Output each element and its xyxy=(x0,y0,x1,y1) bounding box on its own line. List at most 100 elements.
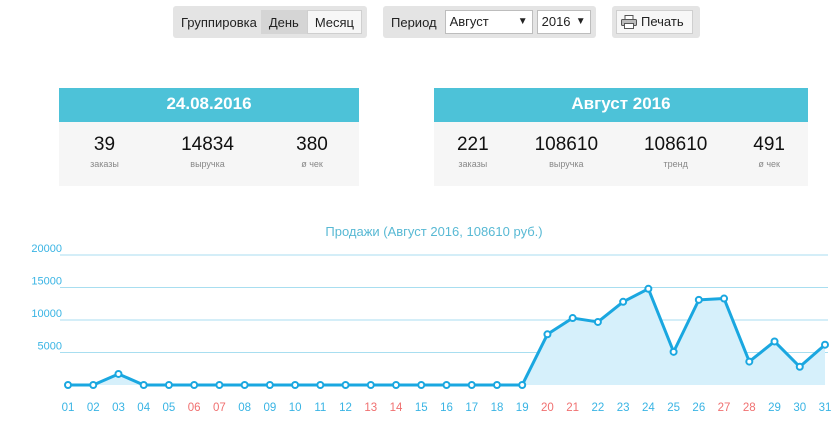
sales-area xyxy=(68,288,825,385)
month-select-value: Август xyxy=(449,14,489,29)
x-tick-label: 05 xyxy=(163,402,176,414)
stat-value: 221 xyxy=(456,134,489,155)
x-tick-label: 10 xyxy=(289,402,302,414)
data-point xyxy=(215,381,224,389)
year-select-value: 2016 xyxy=(541,14,571,29)
sales-chart: Продажи (Август 2016, 108610 руб.) 5000 1… xyxy=(31,224,832,414)
y-tick-label: 20000 xyxy=(31,243,62,255)
chevron-down-icon: ▼ xyxy=(575,16,586,27)
x-tick-label: 03 xyxy=(112,402,125,414)
stat-revenue: 14834 выручка xyxy=(181,134,234,186)
year-select[interactable]: 2016 ▼ xyxy=(536,10,591,34)
data-point xyxy=(745,357,754,366)
data-point xyxy=(265,381,274,389)
print-button[interactable]: Печать xyxy=(616,10,693,34)
data-point xyxy=(89,381,98,389)
x-tick-label: 04 xyxy=(137,402,150,414)
data-point xyxy=(114,369,123,378)
x-axis-labels: 01 02 03 04 05 06 07 08 09 10 11 12 13 14 15 16 17 18 19 20… xyxy=(62,402,832,414)
x-tick-label: 25 xyxy=(667,402,680,414)
x-tick-label: 01 xyxy=(62,402,75,414)
data-point xyxy=(392,381,401,389)
stat-trend: 108610 тренд xyxy=(644,134,707,186)
stat-revenue: 108610 выручка xyxy=(535,134,598,186)
stat-label: ø чек xyxy=(301,159,323,169)
stat-label: ø чек xyxy=(758,159,780,169)
data-point xyxy=(341,381,350,389)
period-toolbar: Период Август ▼ 2016 ▼ xyxy=(383,6,596,38)
chart-title: Продажи (Август 2016, 108610 руб.) xyxy=(325,224,542,239)
data-point xyxy=(366,381,375,389)
data-point xyxy=(492,381,501,389)
y-tick-label: 5000 xyxy=(38,341,62,353)
x-tick-label: 21 xyxy=(566,402,579,414)
x-tick-label: 06 xyxy=(188,402,201,414)
stat-label: тренд xyxy=(663,159,688,169)
day-card-title: 24.08.2016 xyxy=(59,88,359,122)
stat-label: выручка xyxy=(549,159,584,169)
x-tick-label: 08 xyxy=(238,402,251,414)
stat-value: 39 xyxy=(93,134,116,155)
month-select[interactable]: Август ▼ xyxy=(444,10,533,34)
data-point xyxy=(644,284,653,293)
period-label: Период xyxy=(391,14,437,30)
stat-label: выручка xyxy=(190,159,225,169)
data-point xyxy=(593,317,602,326)
x-tick-label: 30 xyxy=(793,402,806,414)
print-toolbar: Печать xyxy=(612,6,700,38)
day-summary-card: 24.08.2016 39 заказы 14834 выручка 380 ø… xyxy=(59,88,359,186)
y-axis-labels: 5000 10000 15000 20000 xyxy=(31,243,62,353)
x-tick-label: 17 xyxy=(465,402,478,414)
data-point xyxy=(240,381,249,389)
y-tick-label: 10000 xyxy=(31,308,62,320)
stat-label: заказы xyxy=(458,159,488,169)
x-tick-label: 13 xyxy=(364,402,377,414)
grouping-toolbar: Группировка День Месяц xyxy=(173,6,367,38)
data-point xyxy=(795,362,804,371)
stat-average-check: 380 ø чек xyxy=(296,134,328,186)
stat-value: 14834 xyxy=(181,134,234,155)
x-tick-label: 19 xyxy=(516,402,529,414)
stat-orders: 39 заказы xyxy=(90,134,119,186)
x-tick-label: 23 xyxy=(617,402,630,414)
x-tick-label: 09 xyxy=(263,402,276,414)
data-point xyxy=(770,337,779,346)
data-point xyxy=(164,381,173,389)
group-by-month-button[interactable]: Месяц xyxy=(306,10,363,34)
y-tick-label: 15000 xyxy=(31,276,62,288)
data-point xyxy=(543,330,552,339)
stat-value: 491 xyxy=(753,134,785,155)
stat-value: 108610 xyxy=(534,134,599,155)
stat-value: 108610 xyxy=(643,134,708,155)
month-card-stats: 221 заказы 108610 выручка 108610 тренд 4… xyxy=(434,122,808,186)
printer-icon xyxy=(621,15,637,29)
stat-orders: 221 заказы xyxy=(457,134,489,186)
group-by-day-button[interactable]: День xyxy=(260,10,307,34)
data-point xyxy=(568,314,577,323)
data-point xyxy=(139,381,148,389)
data-point xyxy=(190,381,199,389)
x-tick-label: 12 xyxy=(339,402,352,414)
x-tick-label: 29 xyxy=(768,402,781,414)
data-point xyxy=(64,381,72,389)
data-point xyxy=(291,381,300,389)
x-tick-label: 18 xyxy=(491,402,504,414)
data-point xyxy=(694,295,703,304)
month-card-title: Август 2016 xyxy=(434,88,808,122)
data-point xyxy=(442,381,451,389)
print-button-label: Печать xyxy=(641,14,684,29)
data-point xyxy=(417,381,426,389)
data-point xyxy=(720,294,729,303)
x-tick-label: 14 xyxy=(390,402,403,414)
data-point xyxy=(619,297,628,306)
day-card-stats: 39 заказы 14834 выручка 380 ø чек xyxy=(59,122,359,186)
data-point xyxy=(467,381,476,389)
x-tick-label: 24 xyxy=(642,402,655,414)
x-tick-label: 26 xyxy=(692,402,705,414)
data-point xyxy=(316,381,325,389)
x-tick-label: 20 xyxy=(541,402,554,414)
data-point xyxy=(821,340,829,349)
stat-average-check: 491 ø чек xyxy=(753,134,785,186)
month-summary-card: Август 2016 221 заказы 108610 выручка 10… xyxy=(434,88,808,186)
x-tick-label: 07 xyxy=(213,402,226,414)
